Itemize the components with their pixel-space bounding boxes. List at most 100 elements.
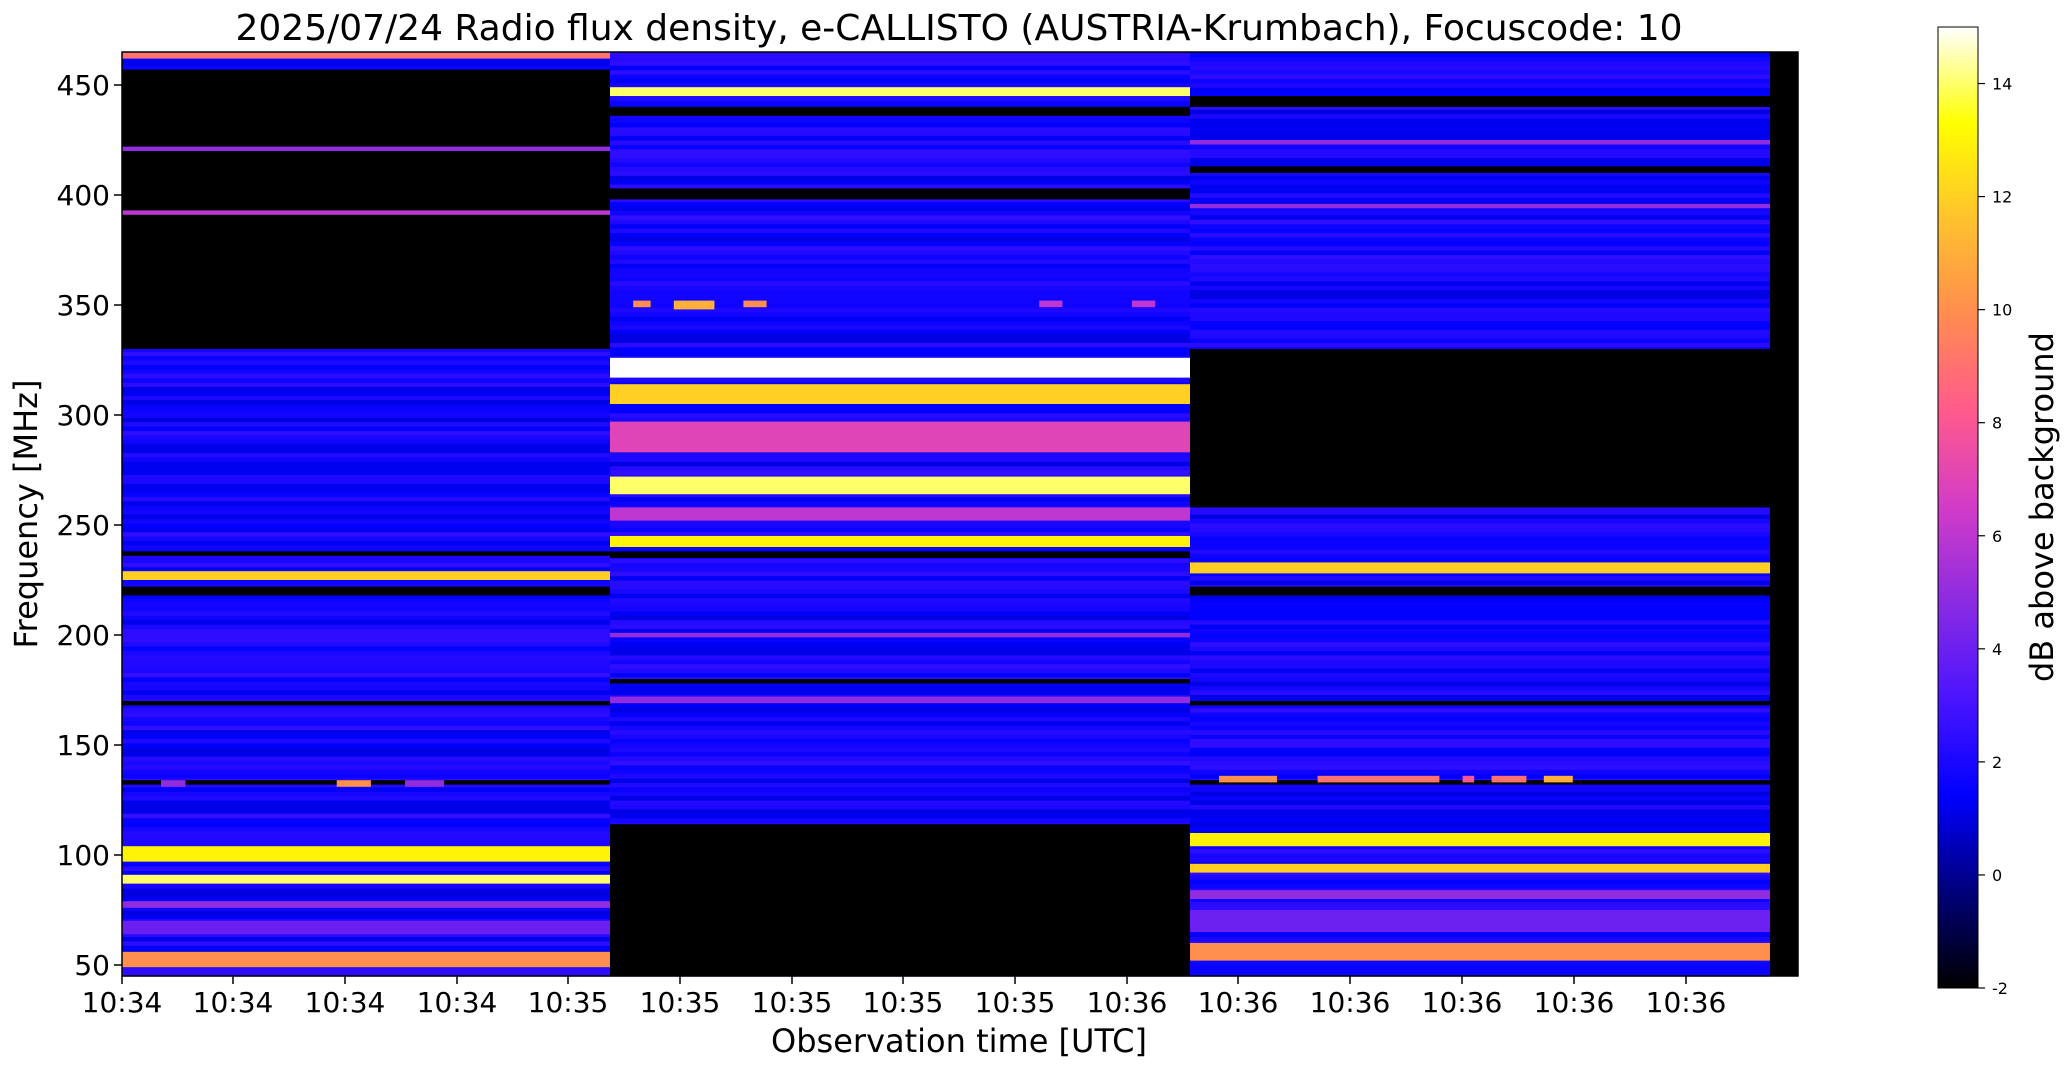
spectrum-row <box>610 236 1190 242</box>
spectrum-row <box>610 377 1190 383</box>
spectrum-row <box>1190 659 1770 665</box>
spectrum-row <box>610 126 1190 132</box>
radio-burst <box>405 780 445 787</box>
spectrum-row <box>122 430 610 436</box>
emission-band <box>1190 203 1770 209</box>
spectrum-row <box>610 241 1190 247</box>
spectrum-row <box>1190 932 1770 937</box>
spectrum-row <box>1190 531 1770 537</box>
spectrum-row <box>610 747 1190 753</box>
spectrum-row <box>1190 214 1770 220</box>
spectrum-row <box>610 135 1190 141</box>
spectrum-row <box>122 606 610 612</box>
spectrum-row <box>1190 307 1770 313</box>
spectrum-row <box>1190 580 1770 585</box>
spectrum-row <box>610 452 1190 458</box>
spectrum-row <box>1190 844 1770 849</box>
spectrum-row <box>1190 245 1770 251</box>
spectrum-row <box>1190 852 1770 858</box>
y-tick-label: 350 <box>57 289 110 322</box>
spectrum-row <box>122 716 610 722</box>
spectrum-row <box>122 364 610 370</box>
spectrum-row <box>1190 593 1770 599</box>
spectrum-row <box>610 60 1190 66</box>
spectrum-row <box>122 659 610 665</box>
spectrum-row <box>610 219 1190 225</box>
spectrum-row <box>610 74 1190 79</box>
spectrum-row <box>122 720 610 726</box>
spectrum-row <box>610 531 1190 537</box>
spectrum-row <box>1190 742 1770 748</box>
spectrum-row <box>610 764 1190 770</box>
spectrum-row <box>122 593 610 599</box>
spectrum-row <box>1190 197 1770 203</box>
spectrum-row <box>610 320 1190 326</box>
spectrum-row <box>610 729 1190 735</box>
spectrum-row <box>610 470 1190 475</box>
radio-burst <box>161 780 186 787</box>
radio-bursts <box>161 300 1573 787</box>
spectrum-row <box>122 641 610 647</box>
spectrum-row <box>610 681 1190 687</box>
spectrum-row <box>122 465 610 471</box>
spectrum-row <box>1190 69 1770 75</box>
spectrum-row <box>1190 690 1770 695</box>
spectrum-row <box>122 795 610 801</box>
spectrum-row <box>1190 104 1770 110</box>
spectrum-row <box>610 813 1190 819</box>
spectrum-row <box>122 738 610 744</box>
spectrum-row <box>1190 241 1770 247</box>
spectrum-row <box>1190 782 1770 788</box>
spectrum-row <box>1190 751 1770 757</box>
spectrum-row <box>610 558 1190 563</box>
emission-band <box>1190 140 1770 145</box>
spectrum-row <box>610 245 1190 251</box>
spectrum-row <box>610 131 1190 137</box>
spectrum-row <box>610 250 1190 255</box>
spectrum-row <box>610 148 1190 154</box>
spectrum-row <box>610 316 1190 321</box>
spectrum-row <box>122 602 610 607</box>
spectrum-row <box>1190 219 1770 225</box>
spectrum-row <box>610 795 1190 801</box>
spectrum-row <box>610 324 1190 330</box>
spectrum-row <box>610 597 1190 603</box>
spectrum-row <box>122 672 610 678</box>
spectrum-row <box>1190 857 1770 863</box>
spectrum-row <box>1190 170 1770 176</box>
spectrum-row <box>1190 967 1770 973</box>
spectrum-row <box>1190 329 1770 335</box>
colorbar-tick-label: 14 <box>1992 75 2012 94</box>
spectrum-row <box>610 100 1190 106</box>
spectrum-row <box>1190 804 1770 810</box>
colorbar-tick-label: 0 <box>1992 866 2002 885</box>
spectrum-row <box>610 342 1190 348</box>
spectrum-row <box>1190 602 1770 607</box>
spectrum-row <box>1190 316 1770 321</box>
spectrum-row <box>122 773 610 779</box>
spectrum-row <box>1190 232 1770 238</box>
spectrum-row <box>122 500 610 506</box>
spectrum-row <box>1190 210 1770 216</box>
spectrum-row <box>122 412 610 418</box>
spectrum-row <box>1190 82 1770 88</box>
spectrum-row <box>610 96 1190 101</box>
spectrum-row <box>610 184 1190 189</box>
x-tick-label: 10:34 <box>417 986 498 1019</box>
spectrum-row <box>1190 153 1770 159</box>
spectrum-row <box>1190 817 1770 823</box>
spectrum-row <box>122 650 610 656</box>
spectrum-row <box>1190 509 1770 515</box>
spectrum-row <box>122 756 610 761</box>
spectrum-row <box>610 113 1190 119</box>
spectrum-row <box>1190 228 1770 233</box>
spectrum-row <box>610 624 1190 629</box>
spectrum-row <box>1190 263 1770 269</box>
spectrum-row <box>610 267 1190 273</box>
spectrum-row <box>122 562 610 568</box>
spectrum-row <box>1190 672 1770 678</box>
spectrum-row <box>1190 536 1770 541</box>
spectrum-row <box>1190 553 1770 559</box>
spectrum-row <box>610 672 1190 678</box>
spectrum-row <box>122 663 610 669</box>
